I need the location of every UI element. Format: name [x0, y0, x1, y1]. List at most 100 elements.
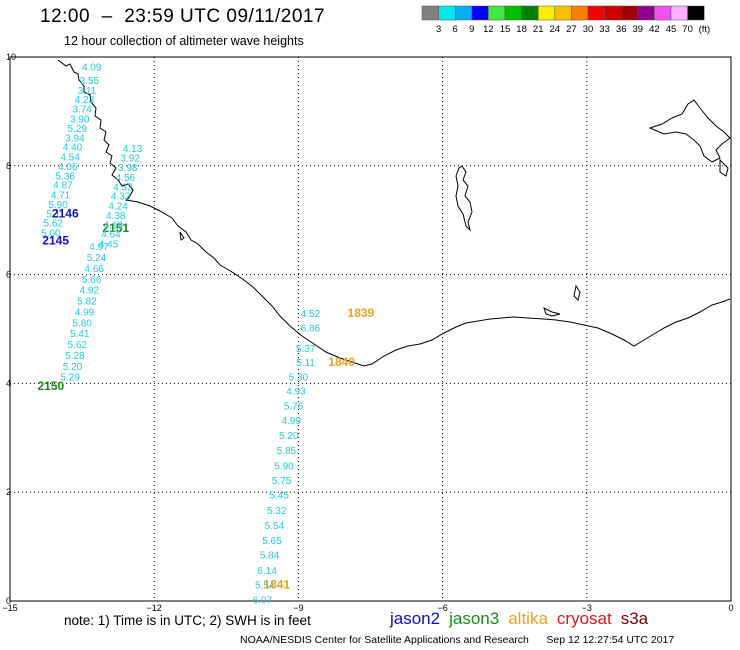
wave-height-label: 4.66 [84, 264, 104, 275]
wave-height-label: 5.54 [265, 521, 285, 532]
color-scale-label: 6 [453, 24, 458, 35]
wave-height-label: 5.29 [68, 124, 88, 135]
wave-height-label: 4.23 [75, 95, 95, 106]
wave-height-label: 3.11 [78, 86, 97, 97]
color-scale-label: 12 [483, 24, 494, 35]
coastline-island [719, 158, 729, 177]
wave-height-label: 4.33 [111, 192, 131, 203]
coastline-island [455, 165, 473, 232]
coastline-island [179, 231, 185, 241]
wave-height-label: 4.87 [53, 181, 73, 192]
color-scale-label: 21 [533, 24, 544, 35]
wave-height-label: 4.45 [99, 239, 119, 250]
wave-height-label: 4.92 [80, 286, 100, 297]
wave-height-label: 5.20 [279, 431, 299, 442]
wave-height-label: 5.36 [56, 171, 76, 182]
pass-time-label: 2145 [42, 234, 69, 248]
y-tick-label: 2 [6, 487, 11, 497]
wave-height-label: 3.98 [118, 163, 138, 174]
pass-time-label: 2146 [52, 206, 79, 220]
legend-entry-altika: altika [508, 609, 548, 628]
color-scale-label: 42 [649, 24, 660, 35]
y-tick-label: 4 [6, 378, 11, 388]
wave-height-label: 4.56 [116, 173, 136, 184]
wave-height-label: 5.65 [262, 536, 282, 547]
color-scale-label: 24 [550, 24, 561, 35]
color-scale-label: 9 [469, 24, 474, 35]
wave-height-label: 6.07 [253, 596, 273, 607]
wave-height-label: 4.38 [106, 211, 126, 222]
color-scale-label: 3 [436, 24, 441, 35]
color-scale-label: 70 [682, 24, 693, 35]
wave-height-label: 5.11 [46, 209, 65, 220]
coastline-island [648, 99, 731, 163]
wave-height-label: 5.00 [41, 229, 61, 240]
color-scale-legend: 3 6 9 12 15 18 21 24 27 30 33 36 39 42 45 70 (ft) [421, 5, 711, 35]
footer-credit: NOAA/NESDIS Center for Satellite Applica… [240, 634, 675, 646]
wave-height-label: 4.06 [58, 162, 78, 173]
wave-height-label: 3.74 [72, 104, 92, 115]
color-scale-unit: (ft) [699, 24, 711, 35]
wave-height-label: 6.14 [257, 566, 277, 577]
legend-entry-jason3: jason3 [449, 609, 500, 628]
wave-height-label: 5.85 [277, 446, 297, 457]
wave-height-label: 3.92 [120, 153, 140, 164]
wave-height-label: 4.13 [123, 144, 143, 155]
y-tick-label: 10 [6, 52, 16, 62]
x-tick-label: −6 [437, 603, 447, 613]
wave-height-label: 4.52 [301, 309, 321, 320]
coastline-island [543, 307, 561, 317]
wave-height-label: 4.09 [82, 63, 102, 74]
wave-height-label: 4.99 [75, 307, 95, 318]
color-scale-label: 36 [616, 24, 627, 35]
wave-height-label: 5.75 [272, 476, 292, 487]
legend-entry-jason2: jason2 [390, 609, 441, 628]
color-scale-label: 33 [599, 24, 610, 35]
wave-height-label: 4.54 [60, 152, 80, 163]
wave-height-label: 4.40 [63, 143, 83, 154]
color-scale-label: 30 [583, 24, 594, 35]
coastline-island [573, 284, 581, 301]
x-tick-label: −9 [293, 603, 303, 613]
wave-height-label: 5.76 [284, 402, 304, 413]
pass-time-label: 1839 [348, 306, 375, 320]
wave-height-label: 4.99 [281, 416, 301, 427]
x-tick-label: −15 [2, 603, 17, 613]
wave-height-label: 5.80 [72, 318, 92, 329]
wave-height-label: 5.11 [296, 358, 315, 369]
y-tick-label: 0 [6, 596, 11, 606]
y-tick-label: 8 [6, 161, 11, 171]
wave-height-label: 5.24 [87, 253, 107, 264]
color-scale-label: 27 [566, 24, 577, 35]
wave-height-label: 4.19 [104, 220, 124, 231]
color-scale-label: 39 [633, 24, 644, 35]
chart-subtitle: 12 hour collection of altimeter wave hei… [64, 34, 304, 48]
wave-height-label: 4.24 [108, 201, 128, 212]
wave-height-label: 3.90 [70, 114, 90, 125]
color-scale-swatch [687, 5, 705, 21]
wave-height-label: 3.55 [80, 76, 100, 87]
wave-height-label: 5.82 [77, 297, 97, 308]
wave-height-label: 5.54 [255, 580, 275, 591]
wave-height-label: 5.30 [289, 373, 309, 384]
wave-height-label: 6.86 [301, 324, 321, 335]
color-scale-label: 15 [500, 24, 511, 35]
wave-height-label: 5.62 [44, 219, 64, 230]
wave-height-label: 4.97 [89, 242, 109, 253]
legend-entry-cryosat: cryosat [556, 609, 612, 628]
wave-height-label: 3.94 [65, 133, 85, 144]
wave-height-label: 4.32 [113, 182, 133, 193]
color-scale-label: 18 [516, 24, 527, 35]
wave-height-label: 5.90 [274, 461, 294, 472]
pass-time-label: 1840 [328, 355, 355, 369]
y-tick-label: 6 [6, 270, 11, 280]
chart-title: 12:00 – 23:59 UTC 09/11/2017 [40, 6, 326, 27]
wave-height-label: 5.45 [269, 491, 289, 502]
wave-height-label: 5.84 [260, 551, 280, 562]
wave-height-label: 5.28 [65, 351, 85, 362]
coastline [57, 59, 731, 367]
wave-height-label: 4.71 [51, 190, 71, 201]
x-tick-label: −3 [582, 603, 592, 613]
wave-height-label: 5.29 [60, 373, 80, 384]
